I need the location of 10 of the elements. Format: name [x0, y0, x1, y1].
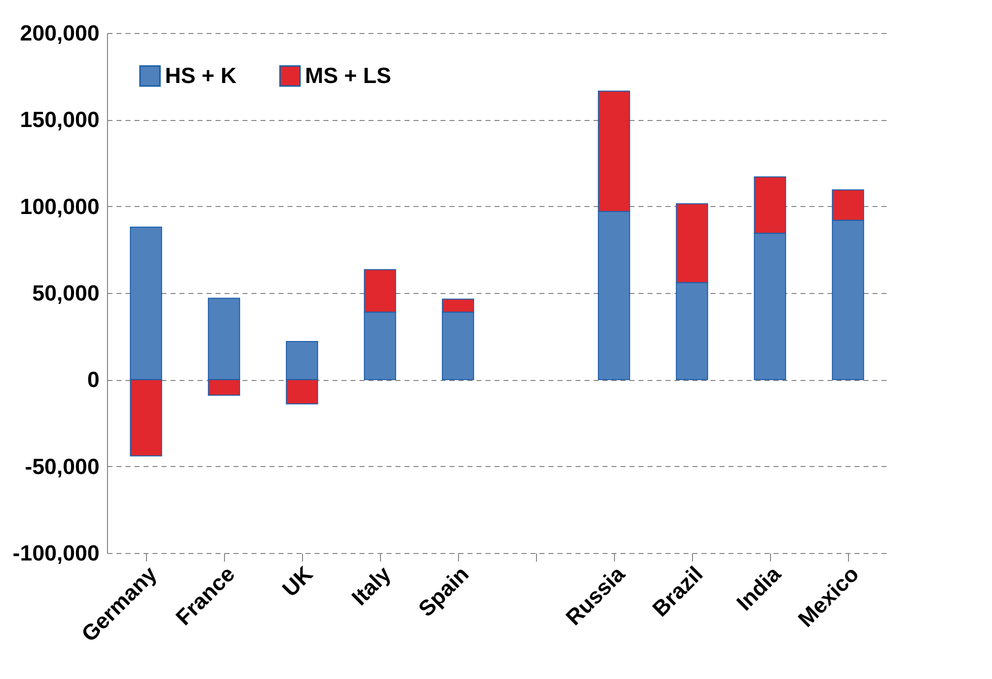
- y-tick-label: 50,000: [32, 280, 100, 306]
- y-tick-label: 0: [87, 367, 100, 392]
- y-tick-label: -50,000: [24, 454, 100, 479]
- y-tick-label: 100,000: [20, 194, 100, 219]
- y-tick-label: 200,000: [20, 20, 100, 46]
- legend-label: MS + LS: [305, 63, 392, 88]
- y-tick-label: 150,000: [20, 107, 100, 132]
- legend-label: HS + K: [165, 63, 237, 88]
- y-tick-label: -100,000: [12, 540, 100, 566]
- x-tick-label: UK: [277, 561, 318, 602]
